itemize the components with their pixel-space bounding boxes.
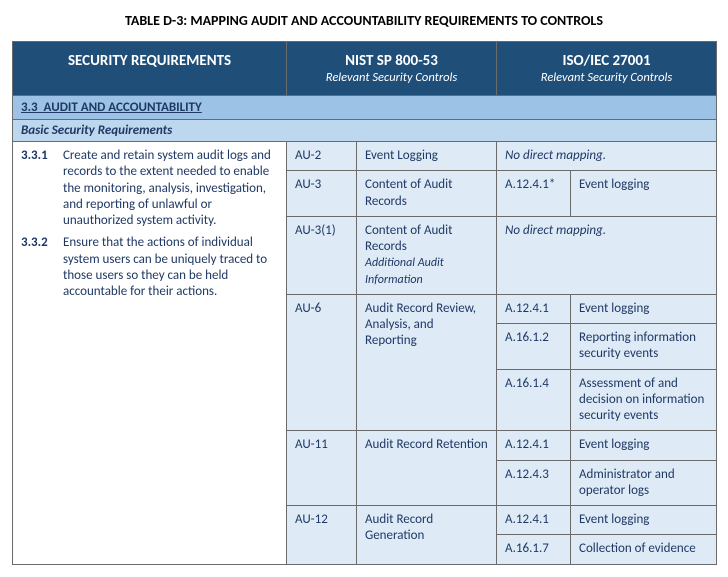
iso-label: Event logging: [571, 431, 717, 460]
requirement-331: 3.3.1 Create and retain system audit log…: [21, 148, 282, 229]
nist-id: AU-2: [287, 142, 357, 171]
iso-id: A.12.4.3: [497, 460, 571, 506]
iso-label: Reporting information security events: [571, 324, 717, 370]
nist-label-sub: Additional Audit Information: [365, 256, 444, 286]
header-row: SECURITY REQUIREMENTS NIST SP 800-53 Rel…: [13, 42, 717, 96]
iso-label: Administrator and operator logs: [571, 460, 717, 506]
header-col3-main: ISO/IEC 27001: [503, 52, 710, 70]
iso-label: Collection of evidence: [571, 535, 717, 564]
nist-label: Content of Audit Records Additional Audi…: [357, 216, 497, 294]
nist-label: Content of Audit Records: [357, 171, 497, 217]
subsection-row: Basic Security Requirements: [13, 120, 717, 142]
nist-label: Audit Record Review, Analysis, and Repor…: [357, 294, 497, 431]
nist-id: AU-11: [287, 431, 357, 506]
iso-no-mapping: No direct mapping.: [497, 216, 717, 294]
req-text: Ensure that the actions of individual sy…: [63, 235, 282, 300]
req-number: 3.3.2: [21, 235, 63, 300]
section-link[interactable]: 3.3 AUDIT AND ACCOUNTABILITY: [21, 100, 202, 115]
header-col1-label: SECURITY REQUIREMENTS: [19, 52, 280, 70]
iso-no-mapping: No direct mapping.: [497, 142, 717, 171]
section-label: AUDIT AND ACCOUNTABILITY: [44, 100, 202, 115]
header-nist: NIST SP 800-53 Relevant Security Control…: [287, 42, 497, 96]
iso-id: A.16.1.7: [497, 535, 571, 564]
nist-id: AU-3(1): [287, 216, 357, 294]
iso-label: Event logging: [571, 294, 717, 323]
header-col3-sub: Relevant Security Controls: [503, 70, 710, 85]
nist-label: Audit Record Retention: [357, 431, 497, 506]
table-title: TABLE D-3: MAPPING AUDIT AND ACCOUNTABIL…: [12, 12, 716, 29]
iso-id: A.12.4.1: [497, 506, 571, 535]
iso-label: Assessment of and decision on informatio…: [571, 369, 717, 431]
req-number: 3.3.1: [21, 148, 63, 229]
requirements-cell: 3.3.1 Create and retain system audit log…: [13, 142, 287, 565]
section-number: 3.3: [21, 100, 38, 115]
nist-label-main: Content of Audit Records: [365, 223, 452, 254]
nist-id: AU-3: [287, 171, 357, 217]
requirement-332: 3.3.2 Ensure that the actions of individ…: [21, 235, 282, 300]
nist-label: Event Logging: [357, 142, 497, 171]
nist-id: AU-6: [287, 294, 357, 431]
section-row: 3.3 AUDIT AND ACCOUNTABILITY: [13, 96, 717, 120]
iso-label: Event logging: [571, 506, 717, 535]
iso-id: A.12.4.1: [497, 431, 571, 460]
header-iso: ISO/IEC 27001 Relevant Security Controls: [497, 42, 717, 96]
header-col2-sub: Relevant Security Controls: [293, 70, 490, 85]
header-security-req: SECURITY REQUIREMENTS: [13, 42, 287, 96]
subsection-label: Basic Security Requirements: [13, 120, 717, 142]
iso-id: A.12.4.1: [497, 294, 571, 323]
req-text: Create and retain system audit logs and …: [63, 148, 282, 229]
iso-id: A.16.1.2: [497, 324, 571, 370]
iso-label: Event logging: [571, 171, 717, 217]
iso-id: A.16.1.4: [497, 369, 571, 431]
iso-id: A.12.4.1*: [497, 171, 571, 217]
mapping-table: SECURITY REQUIREMENTS NIST SP 800-53 Rel…: [12, 41, 717, 565]
table-row: 3.3.1 Create and retain system audit log…: [13, 142, 717, 171]
header-col2-main: NIST SP 800-53: [293, 52, 490, 70]
